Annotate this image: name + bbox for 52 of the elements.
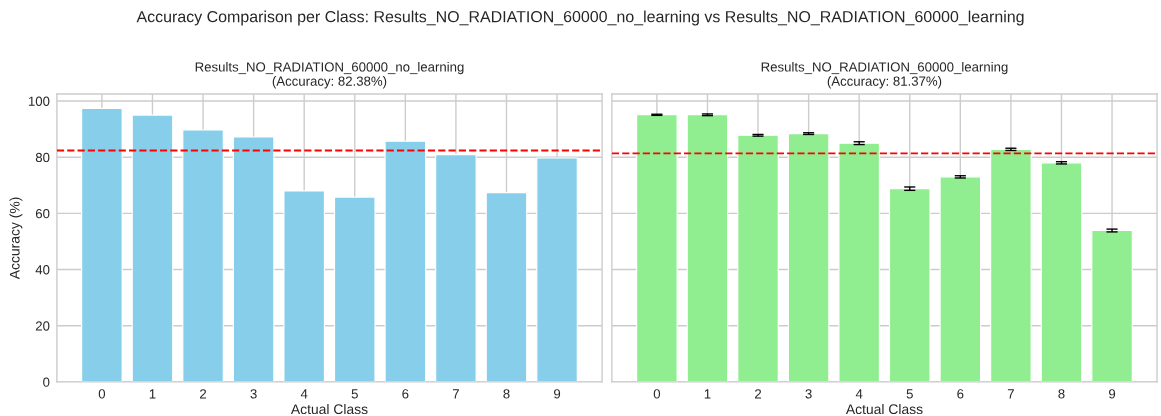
- x-tick-label: 3: [805, 389, 812, 399]
- bar: [737, 134, 779, 382]
- text: Accuracy Comparison per Class: Results_NO_RADIATION_60000_no_learning vs Results_NO_RADIATION_60000_learning: [136, 10, 1024, 26]
- bar: [485, 192, 528, 382]
- bar: [787, 133, 830, 382]
- x-tick-label: 9: [1108, 389, 1116, 399]
- x-tick-label: 4: [300, 389, 308, 399]
- bar: [182, 129, 224, 382]
- bar: [536, 157, 578, 382]
- y-tick-label: 0: [43, 377, 50, 387]
- bar: [939, 176, 982, 382]
- x-tick-label: 7: [1007, 389, 1014, 399]
- chart-title: Results_NO_RADIATION_60000_learning (Accuracy: 81.37%): [761, 61, 1008, 89]
- bar: [990, 148, 1032, 382]
- bar: [384, 140, 427, 382]
- x-tick-label: 2: [755, 389, 762, 399]
- y-tick-label: 60: [35, 208, 50, 219]
- y-tick-label: 20: [35, 321, 50, 331]
- bar: [1040, 162, 1083, 382]
- y-tick-label: 40: [35, 265, 50, 275]
- x-tick-label: 6: [957, 389, 964, 399]
- x-tick-label: 5: [351, 389, 358, 399]
- y-tick-label: 80: [35, 152, 50, 163]
- x-axis-title: Actual Class: [845, 403, 923, 415]
- bar: [283, 190, 325, 382]
- x-tick-label: 1: [149, 389, 156, 399]
- bar: [333, 196, 376, 382]
- x-tick-label: 2: [200, 389, 207, 399]
- bar: [888, 188, 931, 382]
- x-tick-label: 7: [452, 389, 459, 399]
- x-tick-label: 8: [503, 389, 510, 399]
- x-tick-label: 5: [906, 389, 913, 399]
- chart-title: Results_NO_RADIATION_60000_no_learning (Accuracy: 82.38%): [195, 61, 464, 89]
- x-tick-label: 6: [402, 389, 409, 399]
- y-tick-label: 100: [28, 96, 50, 106]
- bar: [686, 114, 729, 382]
- x-axis-title: Actual Class: [290, 403, 368, 415]
- x-tick-label: 1: [704, 389, 711, 399]
- bar: [131, 114, 174, 382]
- bar: [636, 114, 678, 382]
- bar: [232, 136, 275, 382]
- bar: [1091, 229, 1133, 382]
- bar: [838, 142, 880, 382]
- x-tick-label: 0: [98, 389, 106, 399]
- x-tick-label: 9: [554, 389, 561, 399]
- x-tick-label: 8: [1058, 389, 1065, 399]
- x-tick-label: 0: [653, 389, 661, 399]
- x-tick-label: 4: [855, 389, 863, 399]
- y-axis-title: Accuracy (%): [9, 197, 23, 280]
- x-tick-label: 3: [250, 389, 257, 399]
- bar: [435, 154, 477, 382]
- bar: [81, 107, 123, 382]
